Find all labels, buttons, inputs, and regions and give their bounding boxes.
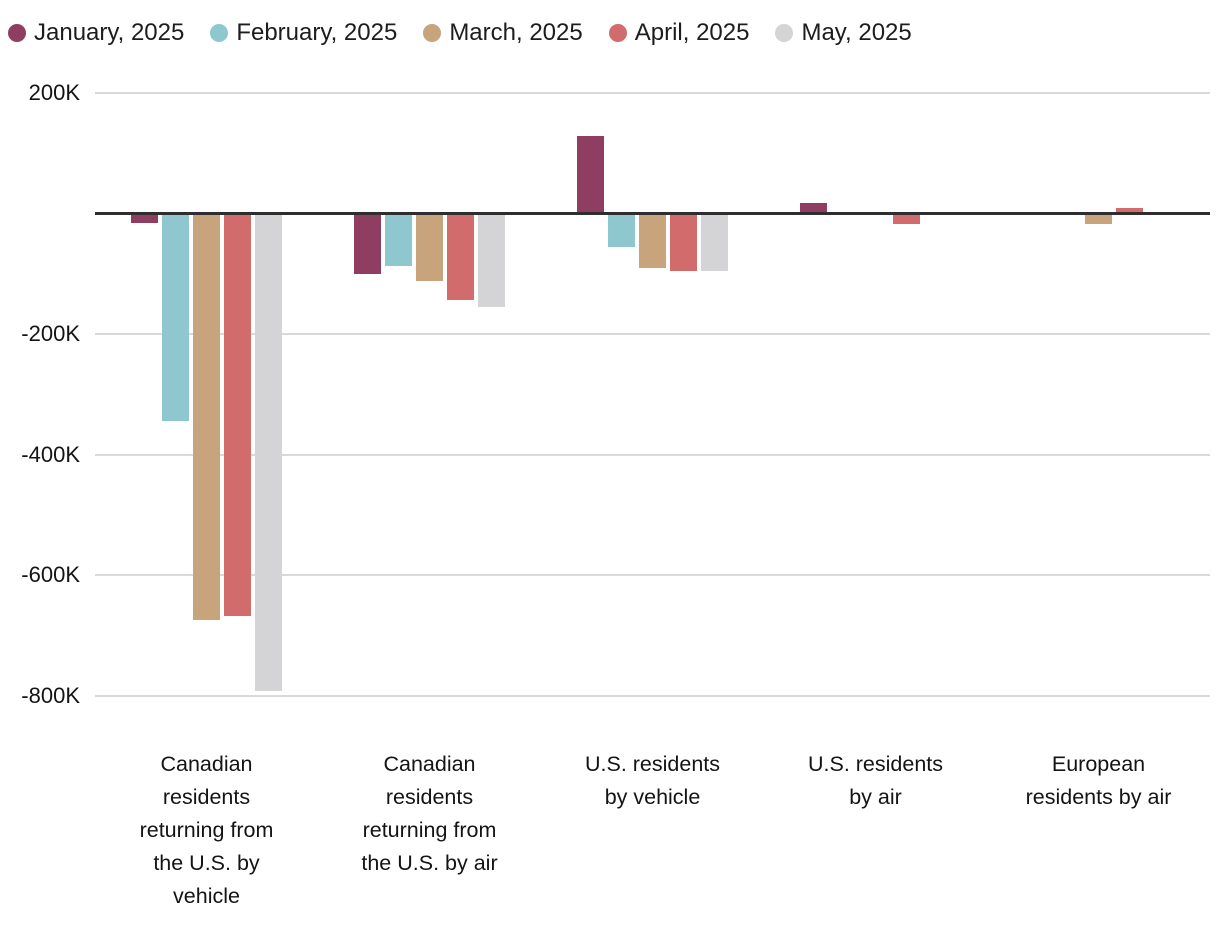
legend-dot-icon [608, 24, 627, 42]
bar[interactable] [1085, 213, 1112, 225]
legend-item: April, 2025 [608, 19, 750, 47]
legend-label: January, 2025 [34, 19, 185, 46]
category-label: European residents by air [1025, 752, 1172, 809]
legend: January, 2025 February, 2025 March, 2025 Ap… [8, 19, 912, 47]
gridline [95, 574, 1210, 576]
bar[interactable] [577, 135, 604, 214]
legend-item: February, 2025 [210, 19, 397, 47]
bar[interactable] [639, 213, 666, 268]
category-label: Canadian residents returning from the U.… [139, 752, 274, 908]
y-tick-label: 200K [28, 80, 80, 105]
bar[interactable] [447, 213, 474, 300]
zero-axis-line [95, 212, 1210, 215]
bar[interactable] [608, 213, 635, 248]
legend-item: May, 2025 [775, 19, 912, 47]
legend-dot-icon [210, 24, 229, 42]
bar[interactable] [193, 213, 220, 621]
bar[interactable] [385, 213, 412, 266]
category-label: U.S. residents by air [807, 752, 944, 809]
gridline [95, 333, 1210, 335]
gridline [95, 92, 1210, 94]
y-tick-label: -400K [21, 441, 80, 467]
legend-dot-icon [423, 24, 442, 42]
bar[interactable] [131, 213, 158, 223]
legend-item: March, 2025 [423, 19, 583, 47]
legend-dot-icon [8, 24, 26, 42]
category-label: Canadian residents returning from the U.… [361, 752, 498, 875]
legend-label: May, 2025 [801, 19, 912, 46]
y-tick-label: -600K [21, 562, 80, 587]
gridline [95, 453, 1210, 456]
bar[interactable] [255, 213, 282, 692]
bar[interactable] [800, 203, 827, 214]
bar[interactable] [670, 213, 697, 272]
legend-label: February, 2025 [236, 19, 398, 46]
bar[interactable] [1116, 208, 1143, 214]
bar[interactable] [354, 213, 381, 274]
legend-label: April, 2025 [634, 19, 750, 46]
y-tick-label: -800K [21, 682, 80, 708]
bar[interactable] [162, 213, 189, 422]
category-label: U.S. residents by vehicle [584, 752, 721, 809]
gridline [95, 694, 1210, 697]
legend-item: January, 2025 [8, 19, 184, 47]
bar[interactable] [416, 213, 443, 281]
bar[interactable] [224, 213, 251, 616]
bar[interactable] [893, 213, 920, 224]
legend-dot-icon [775, 24, 794, 42]
y-tick-label: -200K [21, 321, 80, 346]
bar[interactable] [478, 213, 505, 307]
bar[interactable] [701, 213, 728, 272]
legend-label: March, 2025 [449, 19, 583, 46]
